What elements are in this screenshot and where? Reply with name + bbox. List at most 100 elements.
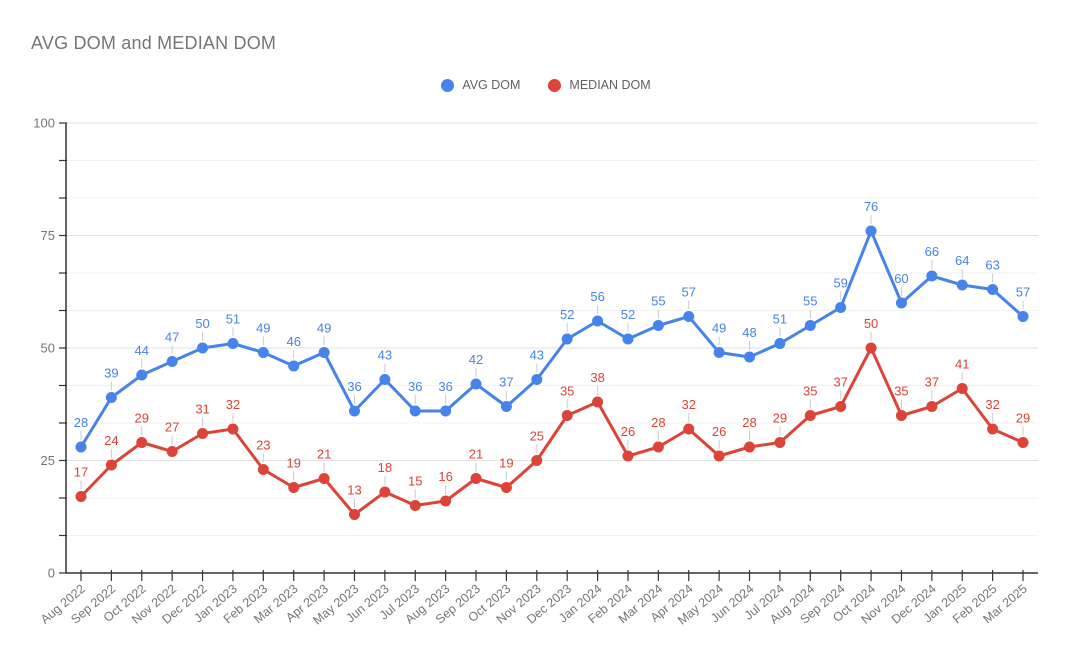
- data-point[interactable]: [500, 401, 512, 412]
- data-point-label: 49: [256, 321, 270, 336]
- data-point-label: 15: [408, 474, 422, 489]
- data-point[interactable]: [409, 405, 421, 417]
- data-point[interactable]: [379, 486, 391, 498]
- data-point-label: 44: [135, 343, 149, 358]
- data-point[interactable]: [926, 270, 938, 282]
- data-point[interactable]: [987, 423, 999, 435]
- data-point-label: 47: [165, 330, 179, 345]
- data-point[interactable]: [348, 509, 360, 520]
- data-point[interactable]: [440, 495, 452, 507]
- data-point[interactable]: [257, 464, 269, 475]
- data-point[interactable]: [895, 410, 907, 421]
- data-point-label: 50: [864, 316, 878, 331]
- data-point[interactable]: [592, 315, 604, 327]
- data-point[interactable]: [227, 423, 239, 435]
- data-point[interactable]: [136, 437, 148, 448]
- data-point[interactable]: [895, 297, 907, 309]
- data-point[interactable]: [166, 356, 178, 367]
- data-point[interactable]: [744, 351, 756, 363]
- data-point-label: 43: [378, 348, 392, 363]
- data-point[interactable]: [804, 320, 816, 331]
- series-line: [79, 346, 1025, 516]
- data-point[interactable]: [531, 455, 543, 466]
- data-point[interactable]: [774, 437, 786, 448]
- data-point[interactable]: [744, 441, 756, 453]
- data-point[interactable]: [683, 311, 695, 322]
- data-point[interactable]: [440, 405, 452, 417]
- data-point-label: 26: [621, 424, 635, 439]
- legend: AVG DOM MEDIAN DOM: [10, 78, 1072, 92]
- data-point[interactable]: [835, 302, 847, 313]
- data-point[interactable]: [622, 450, 634, 462]
- data-point[interactable]: [1017, 311, 1029, 322]
- data-point-label: 56: [590, 289, 604, 304]
- data-point-label: 55: [651, 294, 665, 309]
- data-point-label: 59: [833, 276, 847, 291]
- data-point[interactable]: [652, 320, 664, 331]
- data-point[interactable]: [105, 459, 117, 471]
- data-point[interactable]: [956, 279, 968, 291]
- data-point[interactable]: [713, 347, 725, 358]
- data-point-label: 32: [985, 397, 999, 412]
- data-point-label: 29: [1016, 411, 1030, 426]
- data-point[interactable]: [561, 333, 573, 345]
- data-point-label: 23: [256, 438, 270, 453]
- data-point-label: 28: [74, 415, 88, 430]
- data-point-label: 35: [803, 384, 817, 399]
- data-point[interactable]: [348, 405, 360, 417]
- data-point[interactable]: [136, 369, 148, 381]
- data-point[interactable]: [926, 401, 938, 412]
- data-point[interactable]: [622, 333, 634, 345]
- data-point[interactable]: [531, 374, 543, 385]
- data-point[interactable]: [288, 360, 300, 372]
- chart-title: AVG DOM and MEDIAN DOM: [31, 33, 277, 53]
- data-point[interactable]: [166, 446, 178, 457]
- data-point[interactable]: [804, 410, 816, 421]
- data-point[interactable]: [835, 401, 847, 412]
- data-point[interactable]: [956, 383, 968, 394]
- data-point[interactable]: [470, 473, 482, 484]
- data-point[interactable]: [227, 338, 239, 349]
- data-point-label: 42: [469, 352, 483, 367]
- data-point[interactable]: [865, 342, 877, 354]
- data-point-label: 36: [347, 379, 361, 394]
- legend-item-avg-dom[interactable]: AVG DOM: [441, 78, 520, 92]
- data-point-label: 37: [499, 375, 513, 390]
- y-tick-label: 75: [41, 228, 55, 243]
- data-point-label: 18: [378, 460, 392, 475]
- data-point-label: 16: [438, 469, 452, 484]
- data-point[interactable]: [318, 473, 330, 484]
- data-point[interactable]: [257, 347, 269, 358]
- data-point-label: 37: [925, 375, 939, 390]
- data-point[interactable]: [288, 482, 300, 493]
- data-point-label: 66: [925, 244, 939, 259]
- avg-dom-series-dot-icon: [441, 78, 455, 92]
- data-point[interactable]: [865, 225, 877, 237]
- data-point[interactable]: [652, 441, 664, 453]
- data-point[interactable]: [500, 482, 512, 493]
- data-point-label: 32: [682, 397, 696, 412]
- data-point-label: 49: [712, 321, 726, 336]
- data-point[interactable]: [318, 347, 330, 358]
- data-point[interactable]: [683, 423, 695, 435]
- data-point[interactable]: [987, 284, 999, 295]
- data-point[interactable]: [197, 342, 209, 354]
- data-point[interactable]: [592, 396, 604, 408]
- data-point[interactable]: [713, 450, 725, 462]
- data-point-label: 32: [226, 397, 240, 412]
- data-point[interactable]: [75, 491, 87, 502]
- data-point[interactable]: [105, 392, 117, 403]
- data-point[interactable]: [379, 374, 391, 385]
- data-point[interactable]: [409, 500, 421, 511]
- data-point[interactable]: [561, 410, 573, 421]
- data-point-label: 35: [560, 384, 574, 399]
- legend-item-median-dom[interactable]: MEDIAN DOM: [548, 78, 651, 92]
- data-point[interactable]: [197, 428, 209, 439]
- data-point[interactable]: [75, 441, 87, 453]
- data-point-label: 21: [469, 447, 483, 462]
- data-point[interactable]: [774, 338, 786, 349]
- data-point[interactable]: [1017, 437, 1029, 448]
- data-point[interactable]: [470, 378, 482, 390]
